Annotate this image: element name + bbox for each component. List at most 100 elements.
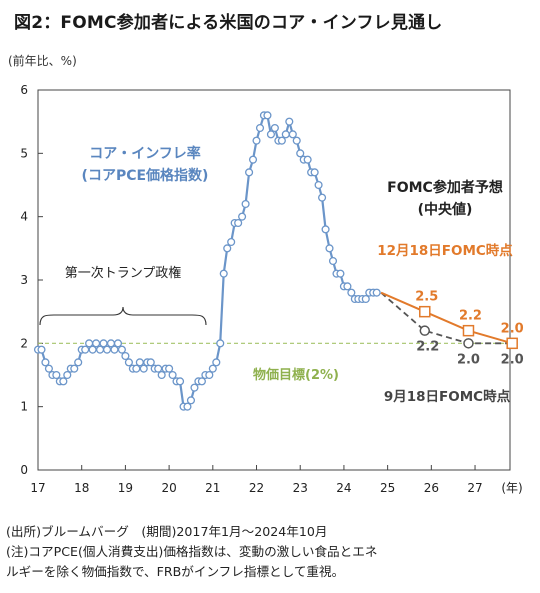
december-projection-value-label: 2.2 xyxy=(459,309,482,324)
core-inflation-point xyxy=(106,339,116,348)
core-inflation-point xyxy=(263,111,272,120)
core-inflation-point xyxy=(205,370,214,380)
definition-note-line-2: ルギーを除く物価指数で、FRBがインフレ指標として重視。 xyxy=(6,564,345,579)
x-tick-label: 19 xyxy=(118,481,133,495)
core-inflation-point xyxy=(277,136,286,145)
core-inflation-point xyxy=(103,345,112,354)
x-tick-label: 27 xyxy=(467,481,482,495)
core-inflation-point xyxy=(168,370,177,380)
core-inflation-legend-sub: (コアPCE価格指数) xyxy=(82,167,209,184)
x-tick-label: 21 xyxy=(205,481,220,495)
core-inflation-point xyxy=(219,269,228,278)
x-tick-label: 24 xyxy=(336,481,351,495)
core-inflation-point xyxy=(216,339,225,348)
x-tick-label: 20 xyxy=(161,481,176,495)
y-axis-ticks: 0 1 2 3 4 5 6 xyxy=(20,83,43,477)
y-tick-label: 2 xyxy=(20,336,28,350)
y-tick-label: 3 xyxy=(20,273,28,287)
core-inflation-point xyxy=(292,136,301,145)
y-tick-label: 5 xyxy=(20,146,28,160)
projection-title: FOMC参加者予想 xyxy=(387,179,503,196)
core-inflation-point xyxy=(325,244,334,253)
core-inflation-point xyxy=(81,345,90,354)
core-inflation-point xyxy=(281,130,290,139)
core-inflation-point xyxy=(296,149,305,158)
core-inflation-point xyxy=(117,345,126,354)
core-inflation-point xyxy=(59,377,68,386)
x-tick-label: 26 xyxy=(424,481,439,495)
core-inflation-point xyxy=(63,370,72,380)
core-inflation-point xyxy=(96,345,105,354)
core-inflation-point xyxy=(234,218,243,228)
x-tick-label: 18 xyxy=(74,481,89,495)
core-inflation-point xyxy=(303,155,312,164)
definition-note-line-1: (注)コアPCE(個人消費支出)価格指数は、変動の激しい食品とエネ xyxy=(6,544,378,559)
trump-era-label: 第一次トランプ政権 xyxy=(65,265,182,281)
december-projection-point xyxy=(462,324,475,337)
y-axis-unit: (前年比、%) xyxy=(8,54,77,68)
core-inflation-point xyxy=(37,345,46,354)
september-projection-line xyxy=(380,292,513,345)
core-inflation-point xyxy=(343,282,352,291)
projection-subtitle: (中央値) xyxy=(418,201,473,218)
core-inflation-point xyxy=(146,358,155,367)
december-projection-series: 2.5 2.2 2.0 xyxy=(380,290,524,350)
x-axis-unit: (年) xyxy=(501,481,522,495)
core-inflation-point xyxy=(223,244,232,253)
core-inflation-point xyxy=(270,123,279,133)
core-inflation-point xyxy=(132,364,141,373)
core-inflation-point xyxy=(99,339,108,348)
core-inflation-point xyxy=(310,168,319,177)
core-inflation-point xyxy=(41,358,50,367)
core-inflation-point xyxy=(124,358,133,367)
x-tick-label: 22 xyxy=(249,481,264,495)
december-projection-value-label: 2.0 xyxy=(501,321,524,336)
core-inflation-point xyxy=(347,288,356,297)
core-inflation-point xyxy=(328,256,338,266)
december-projection-line xyxy=(380,291,513,345)
core-inflation-point xyxy=(248,155,258,164)
september-projection-value-label: 2.0 xyxy=(457,352,480,367)
core-inflation-point xyxy=(208,364,217,373)
core-inflation-point xyxy=(238,212,247,221)
y-tick-label: 0 xyxy=(20,463,28,477)
core-inflation-point xyxy=(285,117,294,126)
core-inflation-point xyxy=(288,130,297,139)
september-projection-point xyxy=(419,325,431,336)
core-inflation-point xyxy=(314,180,323,190)
core-inflation-point xyxy=(52,370,61,380)
core-inflation-point xyxy=(110,345,119,354)
core-inflation-point xyxy=(139,364,148,373)
y-tick-label: 1 xyxy=(20,400,28,414)
core-inflation-point xyxy=(252,136,261,145)
core-inflation-series xyxy=(33,111,381,411)
page-title: 図2：FOMC参加者による米国のコア・インフレ見通し xyxy=(14,13,443,33)
core-inflation-point xyxy=(227,237,236,247)
core-inflation-point xyxy=(318,193,327,202)
core-inflation-point xyxy=(175,377,185,386)
core-inflation-point xyxy=(92,339,101,348)
core-inflation-point xyxy=(113,339,123,348)
core-inflation-point xyxy=(245,168,254,177)
core-inflation-point xyxy=(121,351,130,361)
september-projection-legend: 9月18日FOMC時点 xyxy=(384,388,511,405)
core-inflation-point xyxy=(154,364,163,373)
core-inflation-point xyxy=(241,199,250,209)
chart-notes: (出所)ブルームバーグ (期間)2017年1月～2024年10月 (注)コアPC… xyxy=(6,522,536,582)
core-inflation-point xyxy=(361,294,370,304)
core-inflation-point xyxy=(321,225,330,234)
y-tick-label: 6 xyxy=(20,83,28,97)
core-inflation-point xyxy=(165,364,174,373)
core-inflation-point xyxy=(186,396,196,405)
x-tick-label: 25 xyxy=(380,481,395,495)
core-inflation-point xyxy=(255,123,265,133)
core-inflation-point xyxy=(372,288,381,297)
core-inflation-point xyxy=(266,130,275,139)
core-inflation-point xyxy=(157,370,166,380)
september-projection-value-label: 2.2 xyxy=(416,340,439,355)
core-inflation-legend: コア・インフレ率 xyxy=(89,145,201,162)
december-projection-legend: 12月18日FOMC時点 xyxy=(377,242,513,259)
core-inflation-point xyxy=(135,358,144,367)
x-tick-label: 17 xyxy=(30,481,45,495)
